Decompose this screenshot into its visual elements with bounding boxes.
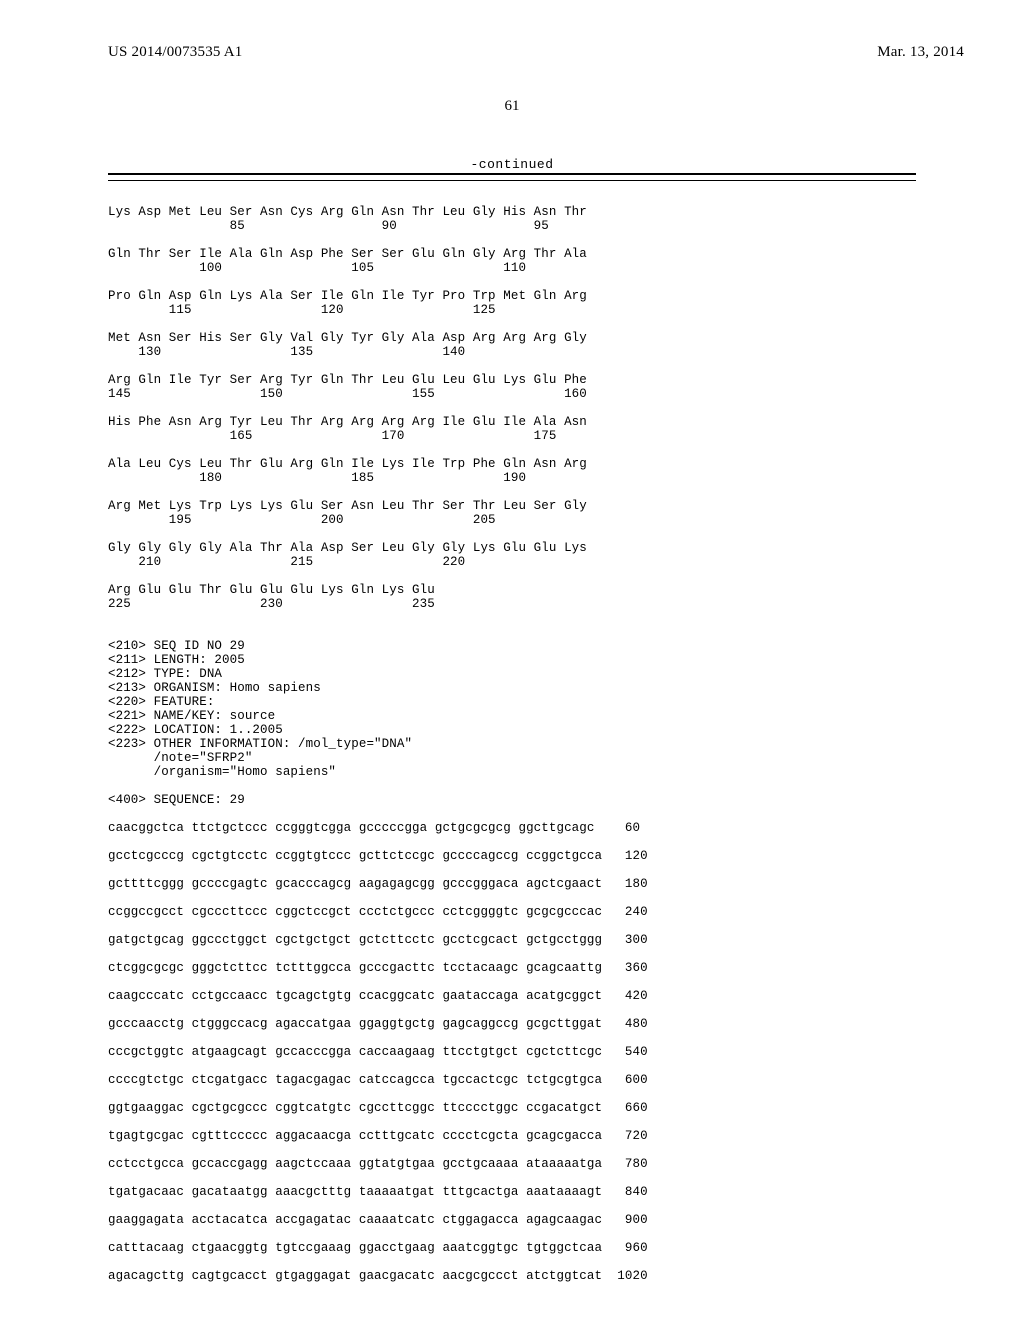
rule-thick [108, 173, 916, 175]
continued-label: -continued [0, 157, 1024, 172]
rule-thin [108, 180, 916, 181]
publication-date: Mar. 13, 2014 [877, 44, 964, 61]
page-header: US 2014/0073535 A1 Mar. 13, 2014 [0, 44, 1024, 72]
publication-number: US 2014/0073535 A1 [108, 44, 242, 61]
sequence-listing: Lys Asp Met Leu Ser Asn Cys Arg Gln Asn … [108, 205, 916, 1283]
page-number: 61 [0, 98, 1024, 115]
